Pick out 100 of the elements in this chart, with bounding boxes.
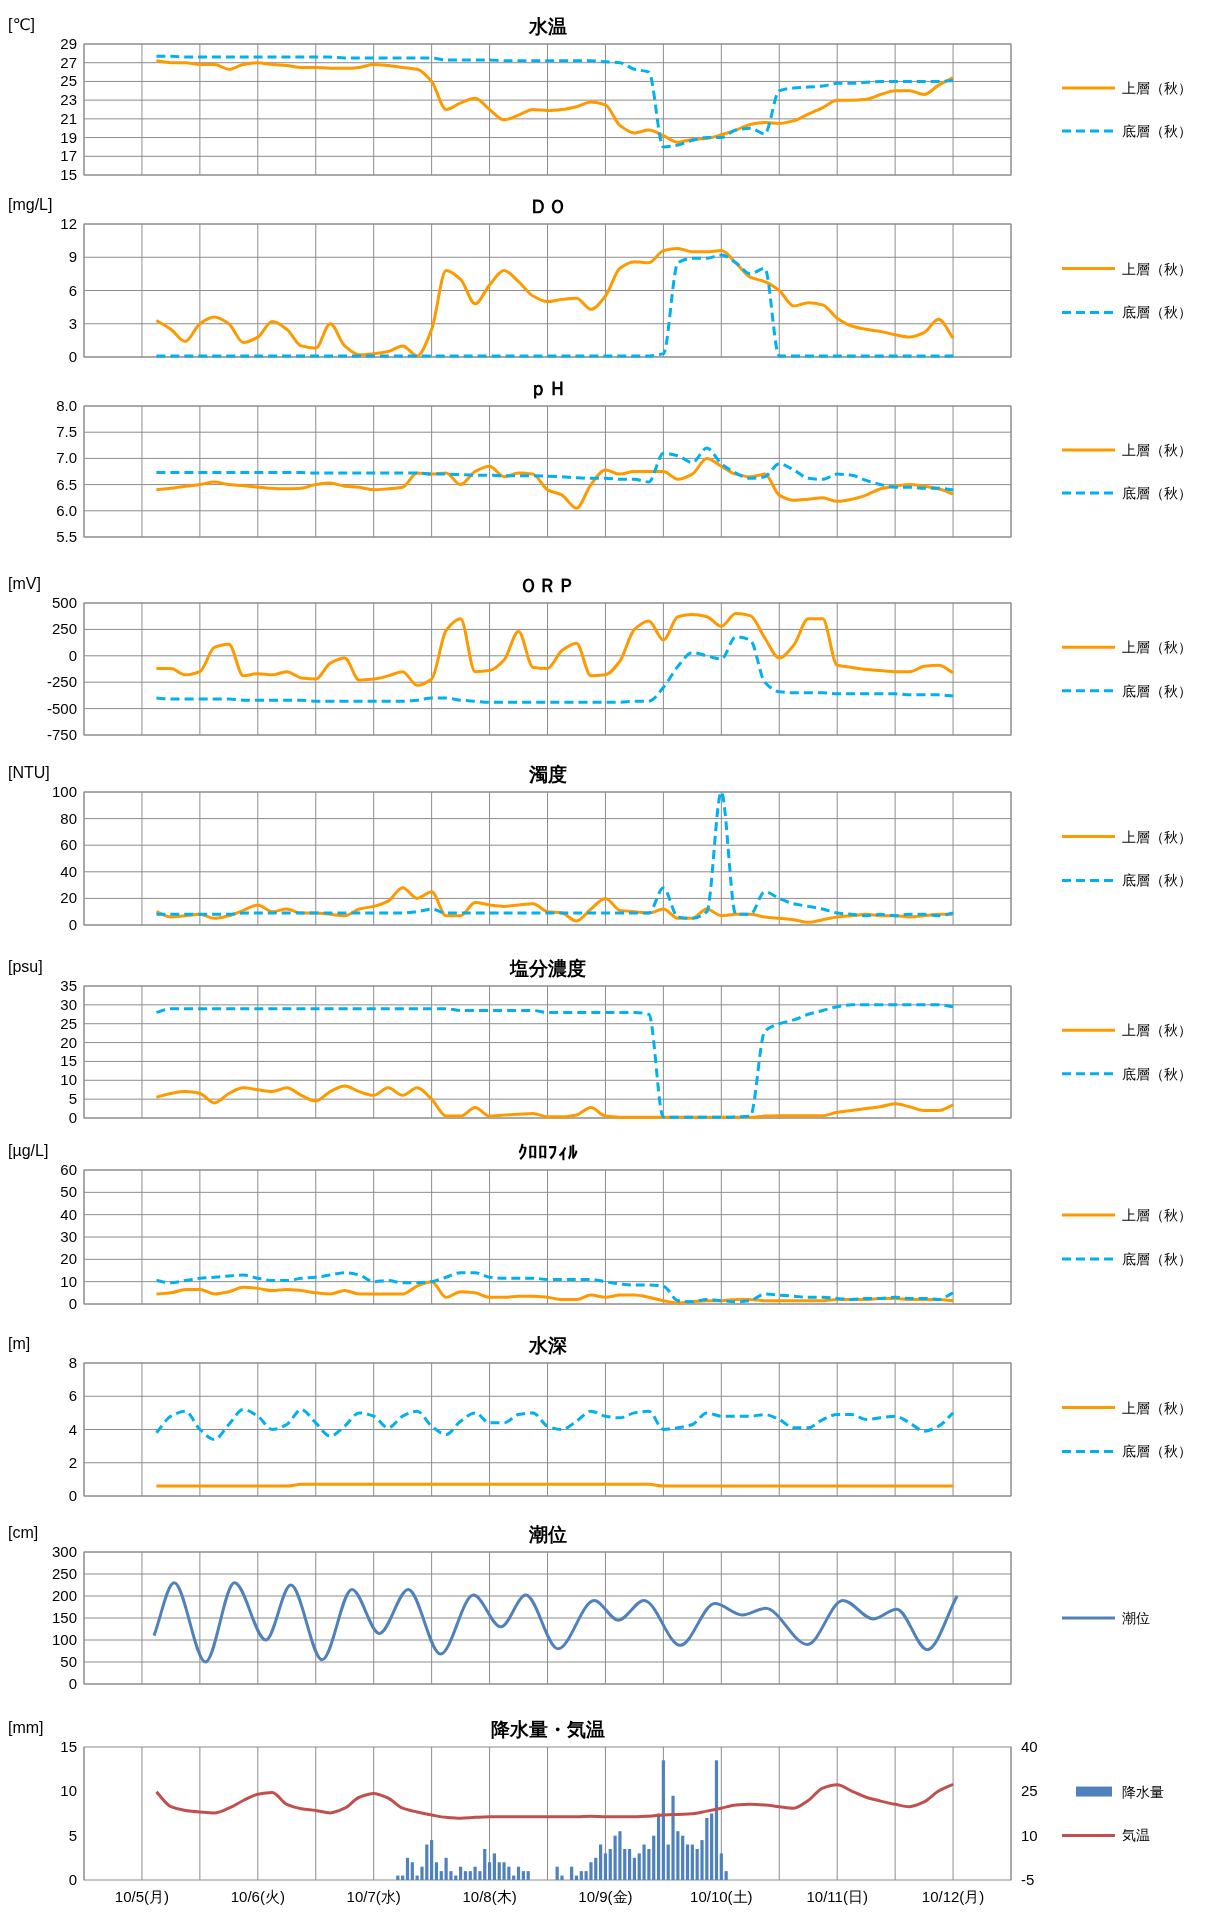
y2-tick-label: 40: [1021, 1738, 1038, 1755]
line-series: [154, 790, 955, 920]
y-tick-label: 30: [60, 1228, 77, 1245]
legend-label: 底層（秋）: [1122, 1251, 1192, 1268]
y-tick-label: -250: [46, 673, 77, 691]
y-tick-label: 50: [60, 1183, 77, 1201]
chart-title: ｸﾛﾛﾌｨﾙ: [517, 1142, 578, 1163]
y-axis-title: [mg/L]: [8, 196, 53, 213]
y-tick-label: 20: [60, 1033, 77, 1051]
y-tick-label: 250: [51, 1565, 77, 1582]
legend-label: 底層（秋）: [1122, 304, 1192, 321]
chart-title: ｐＨ: [528, 378, 567, 399]
x-tick-label: 10/12(月): [921, 1888, 985, 1905]
y-tick-label: 100: [51, 1631, 77, 1648]
y-tick-label: 40: [60, 862, 77, 880]
legend-label: 底層（秋）: [1122, 123, 1192, 140]
chart-title: 塩分濃度: [508, 958, 586, 979]
x-tick-label: 10/9(金): [578, 1888, 633, 1905]
legend-label: 上層（秋）: [1122, 639, 1192, 656]
x-tick-label: 10/10(土): [690, 1888, 753, 1905]
y-tick-label: 200: [51, 1587, 77, 1604]
y-tick-label: 0: [68, 1295, 77, 1312]
line-series: [154, 456, 955, 510]
legend-label: 上層（秋）: [1122, 828, 1192, 845]
x-tick-label: 10/7(水): [346, 1888, 401, 1905]
legend-label: 上層（秋）: [1122, 79, 1192, 96]
chart-title: 潮位: [527, 1524, 567, 1545]
y-tick-label: 60: [60, 836, 77, 854]
y2-tick-label: 10: [1021, 1826, 1038, 1844]
y-tick-label: 15: [60, 1052, 77, 1070]
y-tick-label: 12: [60, 215, 77, 232]
legend-label: 気温: [1122, 1827, 1150, 1844]
y2-tick-label: 25: [1021, 1782, 1038, 1800]
line-series: [154, 612, 955, 687]
y-tick-label: 300: [51, 1543, 77, 1560]
chart-title: 降水量・気温: [490, 1719, 605, 1740]
y-tick-label: 7.5: [56, 423, 77, 441]
line-series: [154, 1271, 955, 1304]
legend-label: 降水量: [1122, 1783, 1164, 1800]
line-series: [154, 635, 955, 704]
x-tick-label: 10/6(火): [230, 1888, 285, 1905]
chart-title: 水深: [527, 1335, 568, 1356]
legend-label: 底層（秋）: [1122, 485, 1192, 502]
y-tick-label: 4: [68, 1420, 77, 1438]
legend-label: 底層（秋）: [1122, 872, 1192, 889]
legend-label: 底層（秋）: [1122, 1443, 1192, 1460]
y-axis-title: [cm]: [8, 1524, 39, 1541]
y-tick-label: 6.0: [56, 501, 77, 519]
y-tick-label: 19: [60, 128, 77, 146]
x-tick-label: 10/5(月): [114, 1888, 170, 1905]
y-axis-title: [mV]: [8, 575, 41, 592]
y-tick-label: 0: [68, 1675, 77, 1692]
legend-label: 潮位: [1122, 1610, 1150, 1626]
y-tick-label: 5: [68, 1090, 77, 1108]
y-tick-label: 10: [60, 1071, 77, 1089]
y-tick-label: 10: [60, 1782, 77, 1800]
legend-label: 上層（秋）: [1122, 441, 1192, 458]
y-tick-label: 60: [60, 1161, 77, 1178]
line-series: [154, 1084, 955, 1119]
y-tick-label: 0: [68, 1871, 77, 1888]
y-tick-label: 100: [51, 783, 77, 800]
y-tick-label: 80: [60, 809, 77, 827]
y-tick-label: 150: [51, 1609, 77, 1626]
y-tick-label: 9: [68, 248, 77, 266]
chart-title: 水温: [527, 16, 567, 37]
y-tick-label: 29: [60, 35, 77, 52]
y-tick-label: -500: [46, 699, 77, 717]
y-tick-label: 17: [60, 147, 77, 165]
y-tick-label: 0: [68, 1109, 77, 1126]
y-axis-title: [NTU]: [8, 764, 50, 781]
y-tick-label: 6: [68, 281, 77, 299]
y2-tick-label: -5: [1021, 1871, 1035, 1888]
y-tick-label: -750: [46, 726, 77, 743]
legend-label: 上層（秋）: [1122, 1022, 1192, 1039]
y-tick-label: 35: [60, 977, 77, 994]
y-tick-label: 50: [60, 1653, 77, 1670]
y-tick-label: 15: [60, 166, 77, 183]
y-tick-label: 2: [68, 1453, 77, 1471]
chart-title: 濁度: [527, 764, 567, 785]
y-tick-label: 7.0: [56, 449, 77, 467]
y-tick-label: 40: [60, 1205, 77, 1223]
legend-label: 底層（秋）: [1122, 682, 1192, 699]
line-series: [154, 1003, 955, 1119]
y-tick-label: 250: [51, 620, 77, 638]
y-tick-label: 25: [60, 1014, 77, 1032]
legend-label: 上層（秋）: [1122, 260, 1192, 277]
y-tick-label: 20: [60, 1250, 77, 1268]
chart-title: ＤＯ: [528, 196, 567, 217]
y-axis-title: [m]: [8, 1335, 31, 1352]
line-series: [154, 1408, 955, 1441]
x-tick-label: 10/11(日): [806, 1888, 868, 1905]
y-tick-label: 8.0: [56, 397, 77, 414]
y-tick-label: 0: [68, 1487, 77, 1504]
y-tick-label: 0: [68, 916, 77, 933]
y-tick-label: 21: [60, 109, 77, 127]
y-tick-label: 25: [60, 72, 77, 90]
chart-title: ＯＲＰ: [519, 575, 576, 596]
y-tick-label: 0: [68, 348, 77, 365]
legend-label: 上層（秋）: [1122, 1206, 1192, 1223]
line-series: [154, 1782, 955, 1820]
